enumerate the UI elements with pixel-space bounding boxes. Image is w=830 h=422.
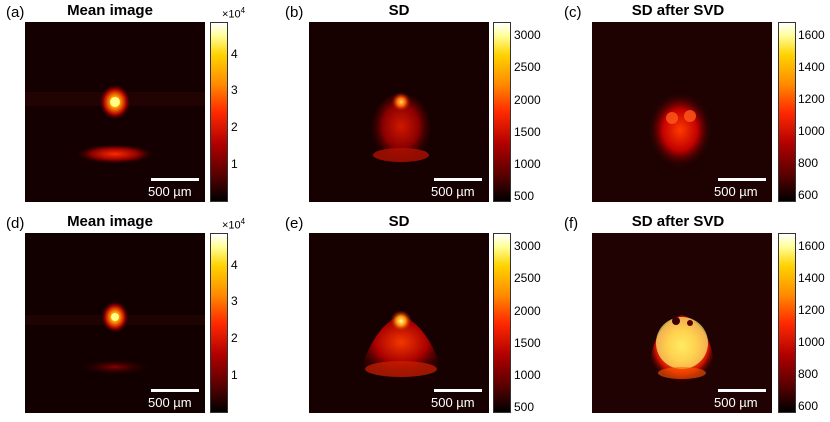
sd-image-b [309, 22, 489, 202]
scale-bar-label: 500 µm [714, 395, 758, 410]
tick-label: 3 [231, 294, 238, 308]
panel-label: (c) [564, 4, 582, 21]
tick-label: 800 [798, 367, 819, 381]
panel-label: (e) [285, 215, 304, 232]
tick-label: 1200 [798, 92, 825, 106]
tick-label: 2000 [514, 93, 541, 107]
tick-label: 1500 [514, 336, 541, 350]
tick-label: 4 [231, 258, 238, 272]
tick-label: 1 [231, 157, 238, 171]
scale-bar [718, 178, 766, 181]
sd-after-svd-image-f [592, 233, 772, 413]
scale-bar-label: 500 µm [714, 184, 758, 199]
colorbar-exponent: ×104 [222, 217, 246, 232]
tick-label: 1600 [798, 28, 825, 42]
tick-label: 1600 [798, 239, 825, 253]
scale-bar-label: 500 µm [148, 184, 192, 199]
colorbar-exponent: ×104 [222, 6, 246, 21]
panel-e: (e) SD 500 µm 3000 2500 2000 1500 [279, 211, 555, 422]
colorbar [778, 233, 796, 413]
tick-label: 1400 [798, 60, 825, 74]
panel-a: (a) Mean image 500 µm ×104 4 3 [0, 0, 276, 211]
colorbar [778, 22, 796, 202]
sd-after-svd-image-c [592, 22, 772, 202]
colorbar [210, 22, 228, 202]
scale-bar [151, 178, 199, 181]
scale-bar [434, 389, 482, 392]
colorbar [210, 233, 228, 413]
panel-f: (f) SD after SVD 500 µm 1600 1400 1200 1… [558, 211, 830, 422]
colorbar-ticks: 4 3 2 1 [231, 233, 281, 413]
colorbar [493, 22, 511, 202]
tick-label: 2500 [514, 60, 541, 74]
tick-label: 600 [798, 399, 819, 413]
panel-title: SD after SVD [631, 213, 725, 230]
scale-bar [434, 178, 482, 181]
colorbar-ticks: 1600 1400 1200 1000 800 600 [798, 233, 830, 413]
tick-label: 1000 [798, 335, 825, 349]
panel-title: Mean image [67, 2, 153, 19]
tick-label: 3000 [514, 239, 541, 253]
scale-bar-label: 500 µm [431, 184, 475, 199]
tick-label: 1400 [798, 271, 825, 285]
panel-d: (d) Mean image 500 µm ×104 4 3 2 1 [0, 211, 276, 422]
tick-label: 2000 [514, 304, 541, 318]
panel-b: (b) SD 500 µm 3000 2500 2000 1500 [279, 0, 555, 211]
panel-title: Mean image [67, 213, 153, 230]
mean-image-d [25, 233, 205, 413]
tick-label: 1 [231, 368, 238, 382]
panel-c: (c) SD after SVD 500 µm 1600 1400 1200 1… [558, 0, 830, 211]
tick-label: 500 [514, 189, 535, 203]
colorbar-ticks: 3000 2500 2000 1500 1000 500 [514, 22, 564, 202]
colorbar-ticks: 1600 1400 1200 1000 800 600 [798, 22, 830, 202]
sd-image-e [309, 233, 489, 413]
panel-title: SD [388, 2, 410, 19]
tick-label: 1000 [514, 368, 541, 382]
tick-label: 2 [231, 331, 238, 345]
tick-label: 3 [231, 83, 238, 97]
tick-label: 2 [231, 120, 238, 134]
panel-label: (a) [6, 4, 25, 21]
panel-label: (b) [285, 4, 304, 21]
tick-label: 500 [514, 400, 535, 414]
tick-label: 1000 [514, 157, 541, 171]
scale-bar-label: 500 µm [148, 395, 192, 410]
panel-title: SD after SVD [631, 2, 725, 19]
scale-bar [151, 389, 199, 392]
panel-label: (f) [564, 215, 579, 232]
tick-label: 1500 [514, 125, 541, 139]
scale-bar [718, 389, 766, 392]
tick-label: 600 [798, 188, 819, 202]
panel-title: SD [388, 213, 410, 230]
colorbar [493, 233, 511, 413]
mean-image-a [25, 22, 205, 202]
scale-bar-label: 500 µm [431, 395, 475, 410]
tick-label: 1000 [798, 124, 825, 138]
colorbar-ticks: 3000 2500 2000 1500 1000 500 [514, 233, 564, 413]
panel-label: (d) [6, 215, 25, 232]
tick-label: 4 [231, 47, 238, 61]
tick-label: 3000 [514, 28, 541, 42]
colorbar-ticks: 4 3 2 1 [231, 22, 281, 202]
tick-label: 800 [798, 156, 819, 170]
tick-label: 2500 [514, 271, 541, 285]
tick-label: 1200 [798, 303, 825, 317]
